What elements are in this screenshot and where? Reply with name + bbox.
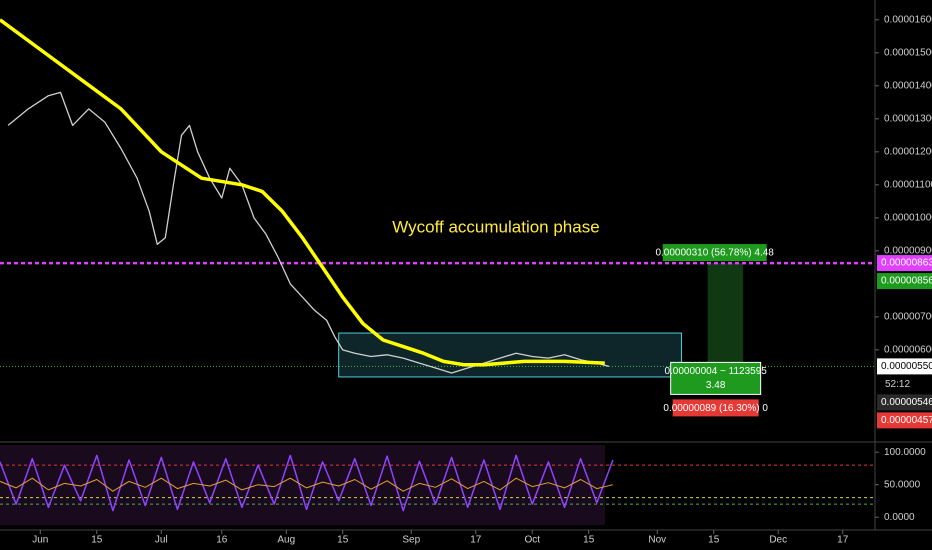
price-label: 0.00000550 (881, 361, 932, 372)
entry-label: 0.00000004 ~ 1123595 (664, 366, 767, 377)
target-label-box (662, 244, 767, 262)
countdown: 52:12 (885, 379, 910, 390)
y-tick-label: 0.00001100 (884, 179, 932, 190)
target-label: 0.00000310 (56.78%) 4.48 (655, 248, 774, 259)
x-tick-label: Aug (277, 535, 295, 546)
x-tick-label: Jul (155, 535, 168, 546)
y-tick-label: 0.00001500 (884, 47, 932, 58)
x-tick-label: 15 (708, 535, 720, 546)
entry-label-box (670, 361, 762, 395)
y-tick-label: 0.00001200 (884, 146, 932, 157)
x-tick-label: 17 (470, 535, 482, 546)
y-tick-label: 0.00000700 (884, 312, 932, 323)
series-line (0, 477, 614, 492)
x-tick-label: 15 (337, 535, 349, 546)
x-tick-label: Sep (402, 535, 420, 546)
x-tick-label: Dec (769, 535, 787, 546)
y-tick-label: 0.00000600 (884, 345, 932, 356)
x-tick-label: Oct (524, 535, 540, 546)
y-tick-label: 0.00000900 (884, 246, 932, 257)
price-label-box (877, 273, 932, 290)
y-tick-label: 0.00001600 (884, 14, 932, 25)
price-label: 0.00000546 (881, 397, 932, 408)
y-tick-label: 100.0000 (884, 447, 926, 458)
x-tick-label: Jun (32, 535, 48, 546)
price-label: 0.00000863 (881, 258, 932, 269)
x-tick-label: 15 (91, 535, 103, 546)
profit-zone (707, 263, 744, 366)
entry-sub: 3.48 (706, 380, 726, 391)
series-line (0, 18, 605, 367)
series-line (7, 91, 610, 374)
x-tick-label: Nov (648, 535, 666, 546)
annotation: Wycoff accumulation phase (392, 218, 599, 237)
price-label-box (877, 358, 932, 375)
y-tick-label: 0.00001300 (884, 113, 932, 124)
series-line (0, 454, 614, 512)
price-label: 0.00000856 (881, 276, 932, 287)
y-tick-label: 50.0000 (884, 479, 921, 490)
stop-label-box (672, 399, 759, 417)
x-tick-label: 15 (583, 535, 595, 546)
price-label-box (877, 412, 932, 429)
price-label: 0.00000457 (881, 415, 932, 426)
x-tick-label: 17 (837, 535, 849, 546)
y-tick-label: 0.00001400 (884, 80, 932, 91)
price-label-box (877, 255, 932, 272)
y-tick-label: 0.0000 (884, 512, 915, 523)
stop-label: 0.00000089 (16.30%) 0 (663, 403, 768, 414)
x-tick-label: 16 (216, 535, 228, 546)
y-tick-label: 0.00001000 (884, 212, 932, 223)
price-label-box (877, 394, 932, 411)
